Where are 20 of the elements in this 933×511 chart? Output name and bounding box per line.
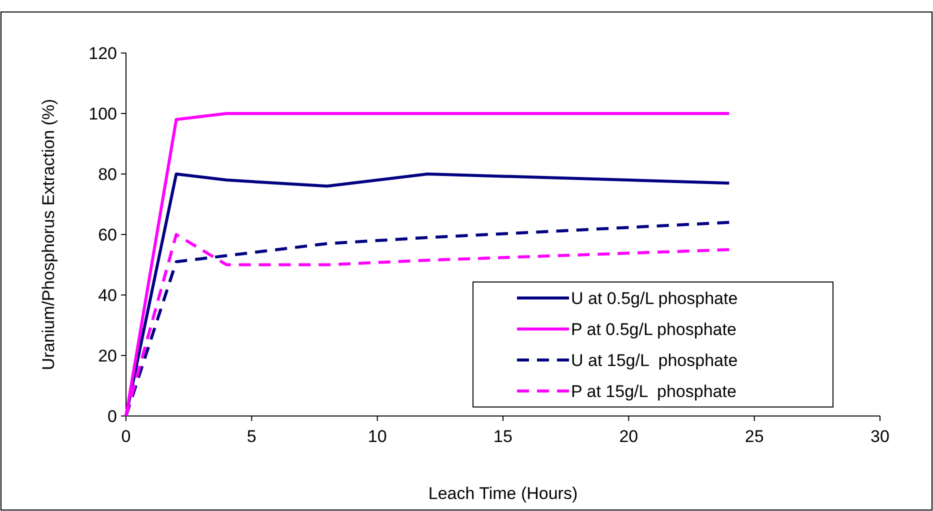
y-tick-label: 60 [98,225,117,244]
legend-label: P at 0.5g/L phosphate [571,320,736,339]
y-tick-label: 40 [98,286,117,305]
y-tick-label: 0 [108,406,117,426]
y-tick-label: 120 [88,44,117,63]
y-tick-label: 80 [98,164,117,184]
x-tick-label: 0 [121,427,131,446]
y-tick-label: 100 [88,104,117,124]
x-tick-label: 10 [368,427,387,446]
legend-label: U at 15g/L phosphate [571,350,738,370]
x-axis-title: Leach Time (Hours) [428,484,578,503]
legend-label: P at 15g/L phosphate [571,382,736,401]
x-tick-label: 20 [619,427,638,446]
x-tick-label: 30 [870,427,890,446]
legend-label: U at 0.5g/L phosphate [571,288,738,308]
y-axis-title: Uranium/Phosphorus Extraction (%) [39,98,58,370]
x-tick-label: 5 [246,427,256,446]
x-tick-label: 25 [744,427,764,446]
y-tick-label: 20 [98,346,117,366]
x-tick-label: 15 [494,427,512,446]
